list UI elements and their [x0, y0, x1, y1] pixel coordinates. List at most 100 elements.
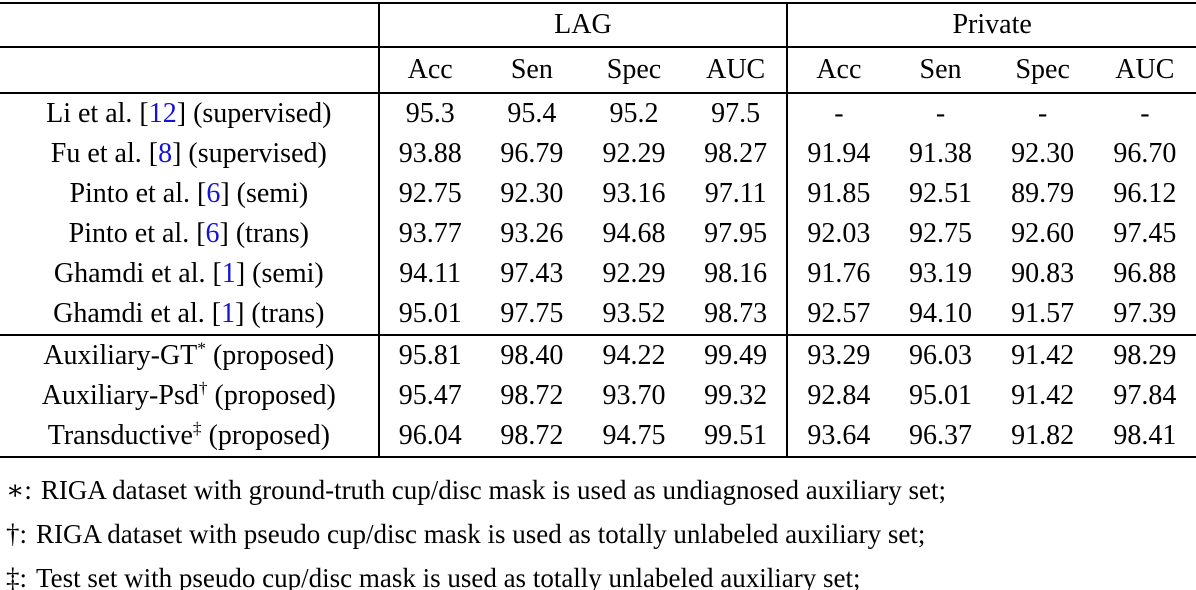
table-row: Ghamdi et al. [1] (trans) 95.01 97.75 93.52…	[0, 294, 1196, 335]
value-cell-private-spec: 91.42	[1011, 380, 1075, 411]
citation-link[interactable]: 6	[205, 218, 220, 249]
value-cell-private-auc: 98.41	[1113, 420, 1177, 451]
value-cell-private-spec: -	[1038, 98, 1048, 129]
value-cell-lag-auc: 99.32	[704, 380, 768, 411]
table-header: LAG Private Acc Sen Spec AUC Acc Sen Spe…	[0, 3, 1196, 94]
col-header-lag-sen: Sen	[480, 47, 583, 94]
method-name: Fu et al.	[50, 138, 142, 169]
value-cell-private-spec: 90.83	[1011, 258, 1075, 289]
value-cell-lag-spec: 95.2	[609, 98, 659, 129]
method-cell: Fu et al. [8] (supervised)	[50, 138, 327, 169]
footnote-dagger: †: RIGA dataset with pseudo cup/disc mask…	[6, 512, 1196, 556]
value-cell-private-acc: -	[786, 93, 890, 134]
value-cell-lag-sen: 98.72	[500, 420, 564, 451]
value-cell-lag-acc: 93.77	[377, 214, 481, 254]
method-cell: Transductive‡ (proposed)	[47, 418, 330, 451]
citation-link[interactable]: 1	[221, 258, 236, 289]
value-cell-private-spec: 91.57	[1011, 298, 1075, 329]
footnote-marker: ‡	[192, 418, 202, 438]
table-row: Li et al. [12] (supervised) 95.3 95.4 95.2 9…	[0, 93, 1196, 134]
value-cell-lag-acc: 95.47	[377, 376, 481, 416]
corner-cell	[0, 47, 379, 94]
col-header-lag-spec: Spec	[582, 47, 686, 94]
footnote-marker: †	[198, 378, 208, 398]
value-cell-private-auc: 96.88	[1113, 258, 1177, 289]
method-name: Transductive	[47, 420, 193, 451]
value-cell-lag-auc: 97.11	[704, 178, 767, 209]
value-cell-lag-spec: 92.29	[602, 258, 666, 289]
group-header-private: Private	[786, 3, 1196, 48]
value-cell-lag-spec: 94.22	[582, 334, 686, 376]
col-header-private-acc: Acc	[786, 47, 890, 94]
value-cell-private-spec: 91.42	[991, 334, 1094, 376]
value-cell-private-sen: 96.03	[889, 334, 992, 376]
value-cell-private-spec: 92.30	[1011, 138, 1075, 169]
value-cell-lag-auc: 97.95	[704, 218, 768, 249]
value-cell-lag-sen: 97.43	[500, 258, 564, 289]
value-cell-lag-sen: 98.40	[480, 334, 583, 376]
value-cell-private-auc: 98.29	[1093, 334, 1196, 376]
value-cell-private-acc: 92.84	[786, 376, 890, 416]
value-cell-private-sen: -	[935, 98, 946, 129]
col-header-lag-auc: AUC	[685, 47, 788, 94]
table-row: Auxiliary-Psd† (proposed) 95.47 98.72 93.70…	[0, 376, 1196, 416]
footnote-text: RIGA dataset with ground-truth cup/disc …	[40, 475, 946, 505]
method-name: Auxiliary-GT	[43, 340, 198, 371]
footnote-symbol: †:	[6, 519, 28, 549]
value-cell-lag-acc: 96.04	[377, 416, 481, 457]
footnote-symbol: ∗:	[6, 475, 32, 505]
value-cell-lag-spec: 93.52	[602, 298, 666, 329]
footnotes-block: ∗: RIGA dataset with ground-truth cup/dis…	[0, 468, 1196, 590]
table-row: Auxiliary-GT* (proposed) 95.81 98.40 94.22 9…	[0, 334, 1196, 376]
value-cell-lag-sen: 93.26	[500, 218, 564, 249]
citation-link[interactable]: 12	[148, 98, 177, 129]
value-cell-lag-spec: 92.29	[602, 138, 666, 169]
value-cell-lag-auc: 98.16	[704, 258, 768, 289]
value-cell-lag-auc: 99.49	[685, 334, 788, 376]
value-cell-private-auc: 96.70	[1113, 138, 1177, 169]
citation-link[interactable]: 1	[221, 298, 236, 329]
table-row: Pinto et al. [6] (semi) 92.75 92.30 93.16 97…	[0, 174, 1196, 214]
col-header-private-spec: Spec	[991, 47, 1094, 94]
corner-cell	[0, 3, 379, 48]
value-cell-private-auc: 97.84	[1113, 380, 1177, 411]
method-cell: Ghamdi et al. [1] (semi)	[53, 258, 324, 289]
method-cell: Pinto et al. [6] (trans)	[68, 218, 309, 249]
method-name: Pinto et al.	[69, 178, 190, 209]
value-cell-private-auc: 96.12	[1113, 178, 1177, 209]
footnote-double-dagger: ‡: Test set with pseudo cup/disc mask is …	[6, 556, 1196, 590]
value-cell-private-spec: 89.79	[1011, 178, 1075, 209]
value-cell-private-spec: 91.82	[1011, 420, 1075, 451]
value-cell-private-sen: 93.19	[909, 258, 973, 289]
value-cell-private-sen: 94.10	[909, 298, 973, 329]
value-cell-lag-sen: 92.30	[500, 178, 564, 209]
value-cell-private-acc: 91.94	[786, 134, 890, 174]
value-cell-lag-acc: 93.88	[377, 134, 481, 174]
method-name: Pinto et al.	[68, 218, 190, 249]
value-cell-lag-acc: 92.75	[377, 174, 481, 214]
value-cell-lag-acc: 95.01	[377, 294, 481, 335]
method-cell: Auxiliary-GT* (proposed)	[0, 334, 379, 376]
value-cell-lag-acc: 95.81	[377, 334, 481, 376]
col-header-private-sen: Sen	[889, 47, 992, 94]
footnote-text: Test set with pseudo cup/disc mask is us…	[36, 563, 861, 590]
table-row: Pinto et al. [6] (trans) 93.77 93.26 94.68 9…	[0, 214, 1196, 254]
value-cell-private-sen: 92.51	[909, 178, 973, 209]
citation-link[interactable]: 8	[158, 138, 173, 169]
value-cell-lag-spec: 93.70	[602, 380, 666, 411]
dataset-group-header-row: LAG Private	[0, 3, 1196, 48]
method-cell: Ghamdi et al. [1] (trans)	[53, 298, 325, 329]
method-name: Auxiliary-Psd	[41, 380, 199, 411]
results-table: LAG Private Acc Sen Spec AUC Acc Sen Spe…	[0, 2, 1196, 458]
method-name: Li et al.	[46, 98, 133, 129]
method-name: Ghamdi et al.	[53, 258, 206, 289]
value-cell-private-acc: 92.57	[786, 294, 890, 335]
method-cell: Pinto et al. [6] (semi)	[69, 178, 309, 209]
citation-link[interactable]: 6	[206, 178, 221, 209]
results-tbody: Li et al. [12] (supervised) 95.3 95.4 95.2 9…	[0, 93, 1196, 457]
value-cell-lag-spec: 94.75	[602, 420, 666, 451]
value-cell-private-sen: 95.01	[909, 380, 973, 411]
value-cell-lag-acc: 94.11	[377, 254, 481, 294]
method-name: Ghamdi et al.	[53, 298, 205, 329]
value-cell-private-auc: 97.39	[1113, 298, 1177, 329]
